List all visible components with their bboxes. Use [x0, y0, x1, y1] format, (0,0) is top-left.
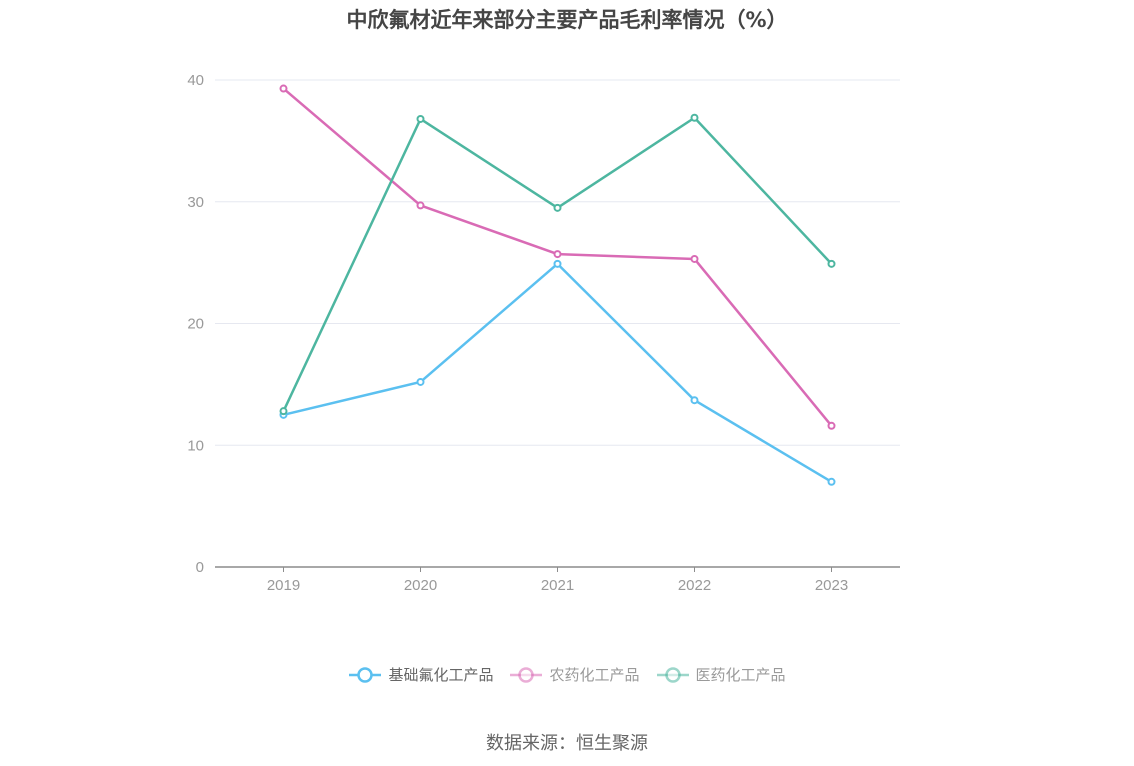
legend-label: 医药化工产品	[695, 666, 786, 684]
x-tick-label: 2021	[541, 577, 574, 594]
data-point[interactable]	[279, 407, 288, 416]
data-point[interactable]	[416, 377, 425, 386]
legend-line-circle-icon	[510, 666, 543, 683]
legend: 基础氟化工产品 农药化工产品 医药化工产品	[0, 664, 1134, 685]
series-line	[283, 262, 833, 483]
legend-item[interactable]: 医药化工产品	[656, 664, 786, 685]
axes: 0 10 20 30 40 2019 2020 2021 2022 2023	[187, 72, 900, 594]
data-point[interactable]	[827, 259, 836, 268]
legend-line-circle-icon	[349, 666, 382, 683]
data-point[interactable]	[553, 203, 562, 212]
data-point[interactable]	[279, 84, 288, 93]
grid-lines	[215, 79, 900, 446]
data-point[interactable]	[416, 114, 425, 123]
series-layer	[279, 84, 836, 486]
data-point[interactable]	[690, 113, 699, 122]
legend-label: 农药化工产品	[549, 666, 640, 684]
data-point[interactable]	[416, 201, 425, 210]
data-point[interactable]	[690, 254, 699, 263]
source-note: 数据来源：恒生聚源	[486, 733, 648, 754]
y-tick-label: 20	[187, 316, 204, 333]
y-tick-label: 0	[196, 559, 204, 576]
legend-line-circle-icon	[656, 666, 689, 683]
data-point[interactable]	[827, 421, 836, 430]
y-tick-label: 40	[187, 72, 204, 89]
x-tick-label: 2020	[404, 577, 437, 594]
x-tick-label: 2022	[678, 577, 711, 594]
data-point[interactable]	[690, 396, 699, 405]
series-2	[279, 113, 836, 416]
data-point[interactable]	[827, 477, 836, 486]
data-point[interactable]	[553, 250, 562, 259]
data-point[interactable]	[553, 259, 562, 268]
y-tick-label: 30	[187, 194, 204, 211]
chart-title: 中欣氟材近年来部分主要产品毛利率情况（%）	[346, 8, 788, 32]
legend-label: 基础氟化工产品	[388, 666, 494, 684]
x-tick-label: 2023	[815, 577, 848, 594]
legend-item[interactable]: 基础氟化工产品	[348, 664, 493, 685]
legend-item[interactable]: 农药化工产品	[509, 664, 640, 685]
line-chart: 0 10 20 30 40 2019 2020 2021 2022 2023	[187, 72, 900, 594]
series-0	[279, 259, 836, 486]
series-1	[279, 84, 836, 430]
x-tick-label: 2019	[267, 577, 300, 594]
y-tick-label: 10	[187, 437, 204, 454]
